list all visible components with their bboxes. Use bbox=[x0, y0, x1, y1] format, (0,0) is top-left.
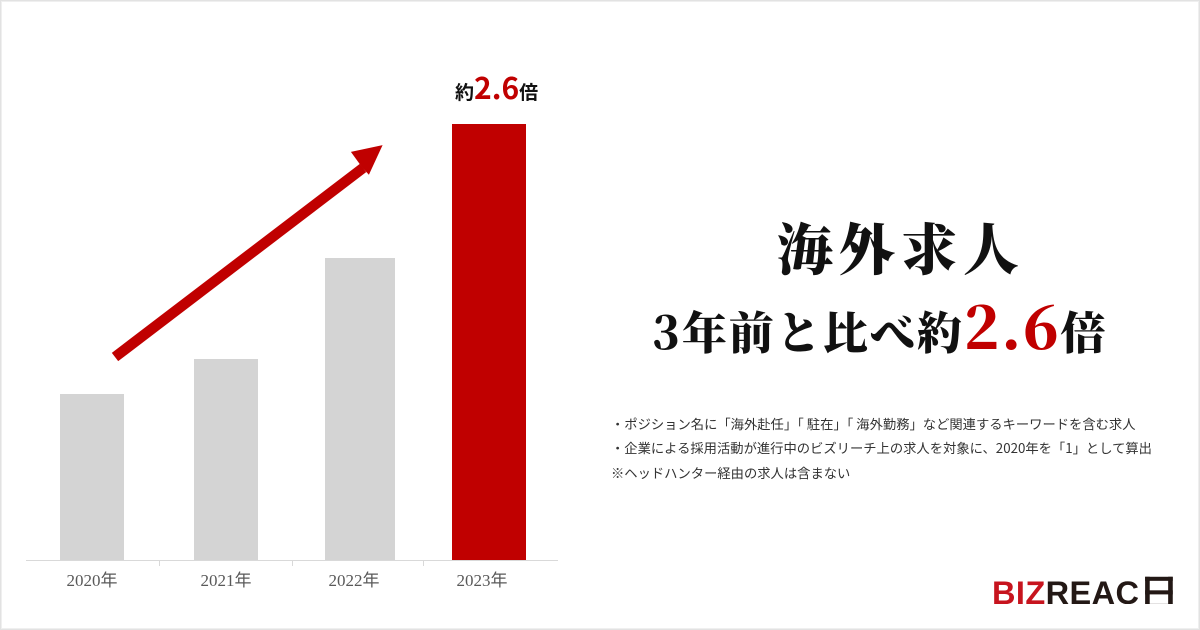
svg-text:BIZREAC: BIZREAC bbox=[992, 575, 1139, 604]
